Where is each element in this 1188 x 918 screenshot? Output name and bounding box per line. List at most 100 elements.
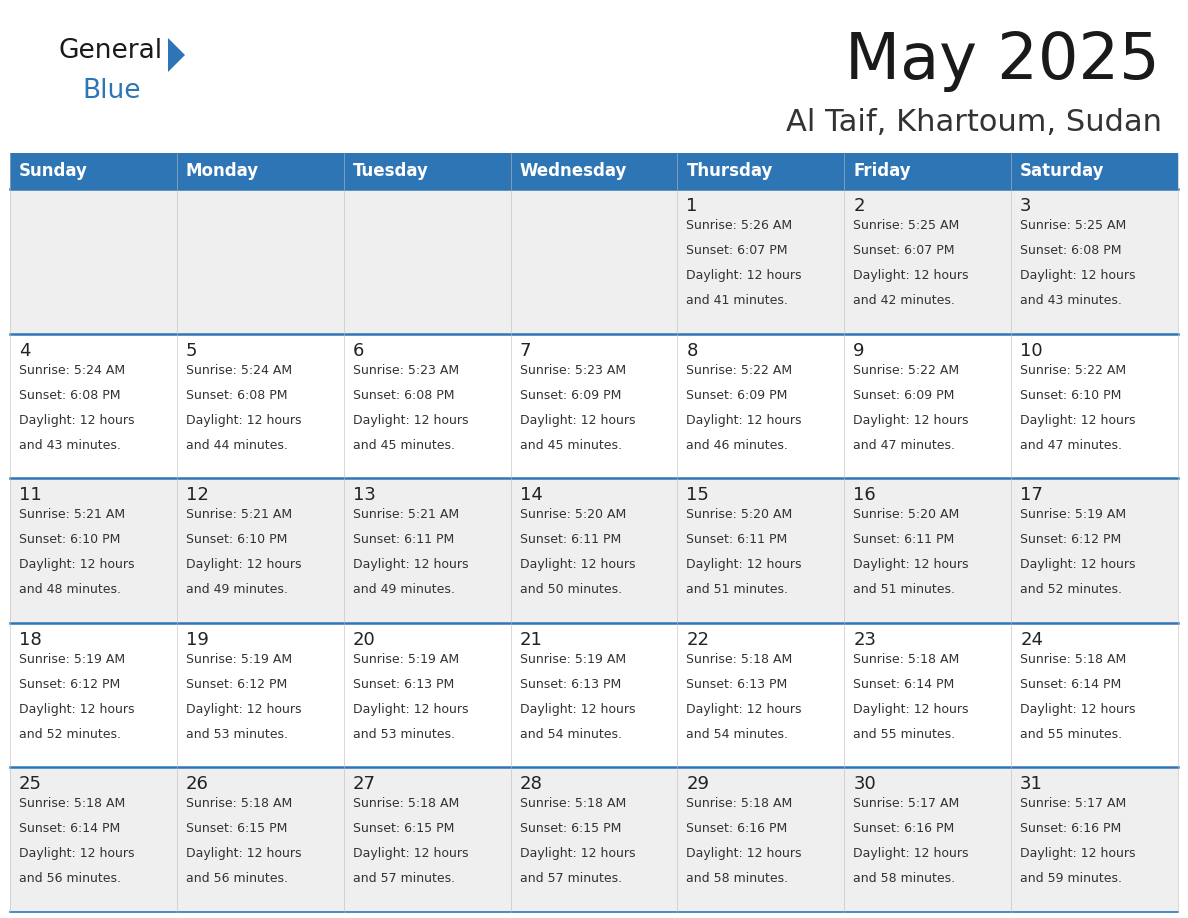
Text: Tuesday: Tuesday [353, 162, 429, 180]
Text: 23: 23 [853, 631, 877, 649]
Text: Sunset: 6:11 PM: Sunset: 6:11 PM [687, 533, 788, 546]
Text: Sunrise: 5:23 AM: Sunrise: 5:23 AM [353, 364, 459, 376]
Text: Sunset: 6:09 PM: Sunset: 6:09 PM [853, 388, 955, 401]
Text: Blue: Blue [82, 78, 140, 104]
Text: Friday: Friday [853, 162, 911, 180]
Text: Sunset: 6:08 PM: Sunset: 6:08 PM [185, 388, 287, 401]
Text: and 57 minutes.: and 57 minutes. [353, 872, 455, 886]
Bar [511, 333, 677, 478]
Text: Sunset: 6:13 PM: Sunset: 6:13 PM [519, 677, 621, 691]
Text: Daylight: 12 hours: Daylight: 12 hours [1020, 414, 1136, 427]
Text: and 54 minutes.: and 54 minutes. [687, 728, 789, 741]
Text: and 42 minutes.: and 42 minutes. [853, 294, 955, 307]
Text: Sunrise: 5:19 AM: Sunrise: 5:19 AM [1020, 509, 1126, 521]
Text: and 56 minutes.: and 56 minutes. [19, 872, 121, 886]
Text: 10: 10 [1020, 341, 1043, 360]
Text: Sunrise: 5:26 AM: Sunrise: 5:26 AM [687, 219, 792, 232]
Text: Sunset: 6:16 PM: Sunset: 6:16 PM [687, 823, 788, 835]
Text: 5: 5 [185, 341, 197, 360]
Text: 18: 18 [19, 631, 42, 649]
Text: Sunrise: 5:17 AM: Sunrise: 5:17 AM [1020, 798, 1126, 811]
Text: Thursday: Thursday [687, 162, 773, 180]
Text: Daylight: 12 hours: Daylight: 12 hours [185, 414, 302, 427]
Bar [845, 153, 1011, 189]
Text: and 55 minutes.: and 55 minutes. [1020, 728, 1123, 741]
Bar [177, 153, 343, 189]
Text: Sunrise: 5:17 AM: Sunrise: 5:17 AM [853, 798, 960, 811]
Text: and 53 minutes.: and 53 minutes. [185, 728, 287, 741]
Bar [1011, 767, 1178, 912]
Text: Sunset: 6:11 PM: Sunset: 6:11 PM [353, 533, 454, 546]
Text: Sunrise: 5:20 AM: Sunrise: 5:20 AM [853, 509, 960, 521]
Text: and 55 minutes.: and 55 minutes. [853, 728, 955, 741]
Text: Sunrise: 5:19 AM: Sunrise: 5:19 AM [519, 653, 626, 666]
Text: Sunrise: 5:19 AM: Sunrise: 5:19 AM [19, 653, 125, 666]
Text: Daylight: 12 hours: Daylight: 12 hours [353, 558, 468, 571]
Text: 3: 3 [1020, 197, 1031, 215]
Text: Daylight: 12 hours: Daylight: 12 hours [1020, 703, 1136, 716]
Bar [511, 189, 677, 333]
Text: and 44 minutes.: and 44 minutes. [185, 439, 287, 452]
Text: 1: 1 [687, 197, 697, 215]
Bar [511, 153, 677, 189]
Text: Sunrise: 5:21 AM: Sunrise: 5:21 AM [19, 509, 125, 521]
Text: Sunset: 6:12 PM: Sunset: 6:12 PM [185, 677, 287, 691]
Text: 24: 24 [1020, 631, 1043, 649]
Text: Daylight: 12 hours: Daylight: 12 hours [185, 847, 302, 860]
Bar [10, 478, 177, 622]
Text: Daylight: 12 hours: Daylight: 12 hours [19, 414, 134, 427]
Text: Daylight: 12 hours: Daylight: 12 hours [1020, 847, 1136, 860]
Text: Sunset: 6:16 PM: Sunset: 6:16 PM [853, 823, 954, 835]
Text: Sunday: Sunday [19, 162, 88, 180]
Text: Sunrise: 5:22 AM: Sunrise: 5:22 AM [687, 364, 792, 376]
Text: Sunrise: 5:18 AM: Sunrise: 5:18 AM [687, 653, 792, 666]
Text: Sunset: 6:12 PM: Sunset: 6:12 PM [1020, 533, 1121, 546]
Text: Sunset: 6:08 PM: Sunset: 6:08 PM [19, 388, 120, 401]
Text: and 48 minutes.: and 48 minutes. [19, 583, 121, 597]
Text: Sunset: 6:10 PM: Sunset: 6:10 PM [1020, 388, 1121, 401]
Text: 29: 29 [687, 776, 709, 793]
Text: Daylight: 12 hours: Daylight: 12 hours [519, 703, 636, 716]
Text: Sunrise: 5:22 AM: Sunrise: 5:22 AM [1020, 364, 1126, 376]
Text: Daylight: 12 hours: Daylight: 12 hours [687, 414, 802, 427]
Bar [177, 333, 343, 478]
Bar [677, 622, 845, 767]
Text: Sunset: 6:13 PM: Sunset: 6:13 PM [353, 677, 454, 691]
Text: Daylight: 12 hours: Daylight: 12 hours [185, 703, 302, 716]
Text: and 52 minutes.: and 52 minutes. [1020, 583, 1123, 597]
Text: and 45 minutes.: and 45 minutes. [519, 439, 621, 452]
Polygon shape [168, 38, 185, 72]
Text: Daylight: 12 hours: Daylight: 12 hours [853, 847, 968, 860]
Text: Daylight: 12 hours: Daylight: 12 hours [1020, 269, 1136, 282]
Text: Sunset: 6:13 PM: Sunset: 6:13 PM [687, 677, 788, 691]
Text: 16: 16 [853, 487, 876, 504]
Text: Sunrise: 5:18 AM: Sunrise: 5:18 AM [519, 798, 626, 811]
Text: 14: 14 [519, 487, 543, 504]
Text: Sunset: 6:07 PM: Sunset: 6:07 PM [687, 244, 788, 257]
Text: and 41 minutes.: and 41 minutes. [687, 294, 789, 307]
Text: Sunset: 6:08 PM: Sunset: 6:08 PM [1020, 244, 1121, 257]
Text: Sunset: 6:11 PM: Sunset: 6:11 PM [853, 533, 954, 546]
Text: Daylight: 12 hours: Daylight: 12 hours [353, 703, 468, 716]
Text: and 51 minutes.: and 51 minutes. [687, 583, 789, 597]
Bar [10, 153, 177, 189]
Text: Daylight: 12 hours: Daylight: 12 hours [1020, 558, 1136, 571]
Text: Sunset: 6:08 PM: Sunset: 6:08 PM [353, 388, 454, 401]
Text: 28: 28 [519, 776, 543, 793]
Text: Sunset: 6:12 PM: Sunset: 6:12 PM [19, 677, 120, 691]
Text: Daylight: 12 hours: Daylight: 12 hours [353, 414, 468, 427]
Text: and 47 minutes.: and 47 minutes. [1020, 439, 1123, 452]
Bar [343, 767, 511, 912]
Bar [10, 333, 177, 478]
Text: Daylight: 12 hours: Daylight: 12 hours [19, 847, 134, 860]
Text: and 47 minutes.: and 47 minutes. [853, 439, 955, 452]
Text: Sunset: 6:15 PM: Sunset: 6:15 PM [185, 823, 287, 835]
Text: and 43 minutes.: and 43 minutes. [1020, 294, 1121, 307]
Text: and 46 minutes.: and 46 minutes. [687, 439, 789, 452]
Text: Daylight: 12 hours: Daylight: 12 hours [519, 558, 636, 571]
Text: 15: 15 [687, 487, 709, 504]
Bar [511, 622, 677, 767]
Text: Sunset: 6:14 PM: Sunset: 6:14 PM [1020, 677, 1121, 691]
Text: Sunset: 6:10 PM: Sunset: 6:10 PM [19, 533, 120, 546]
Text: 25: 25 [19, 776, 42, 793]
